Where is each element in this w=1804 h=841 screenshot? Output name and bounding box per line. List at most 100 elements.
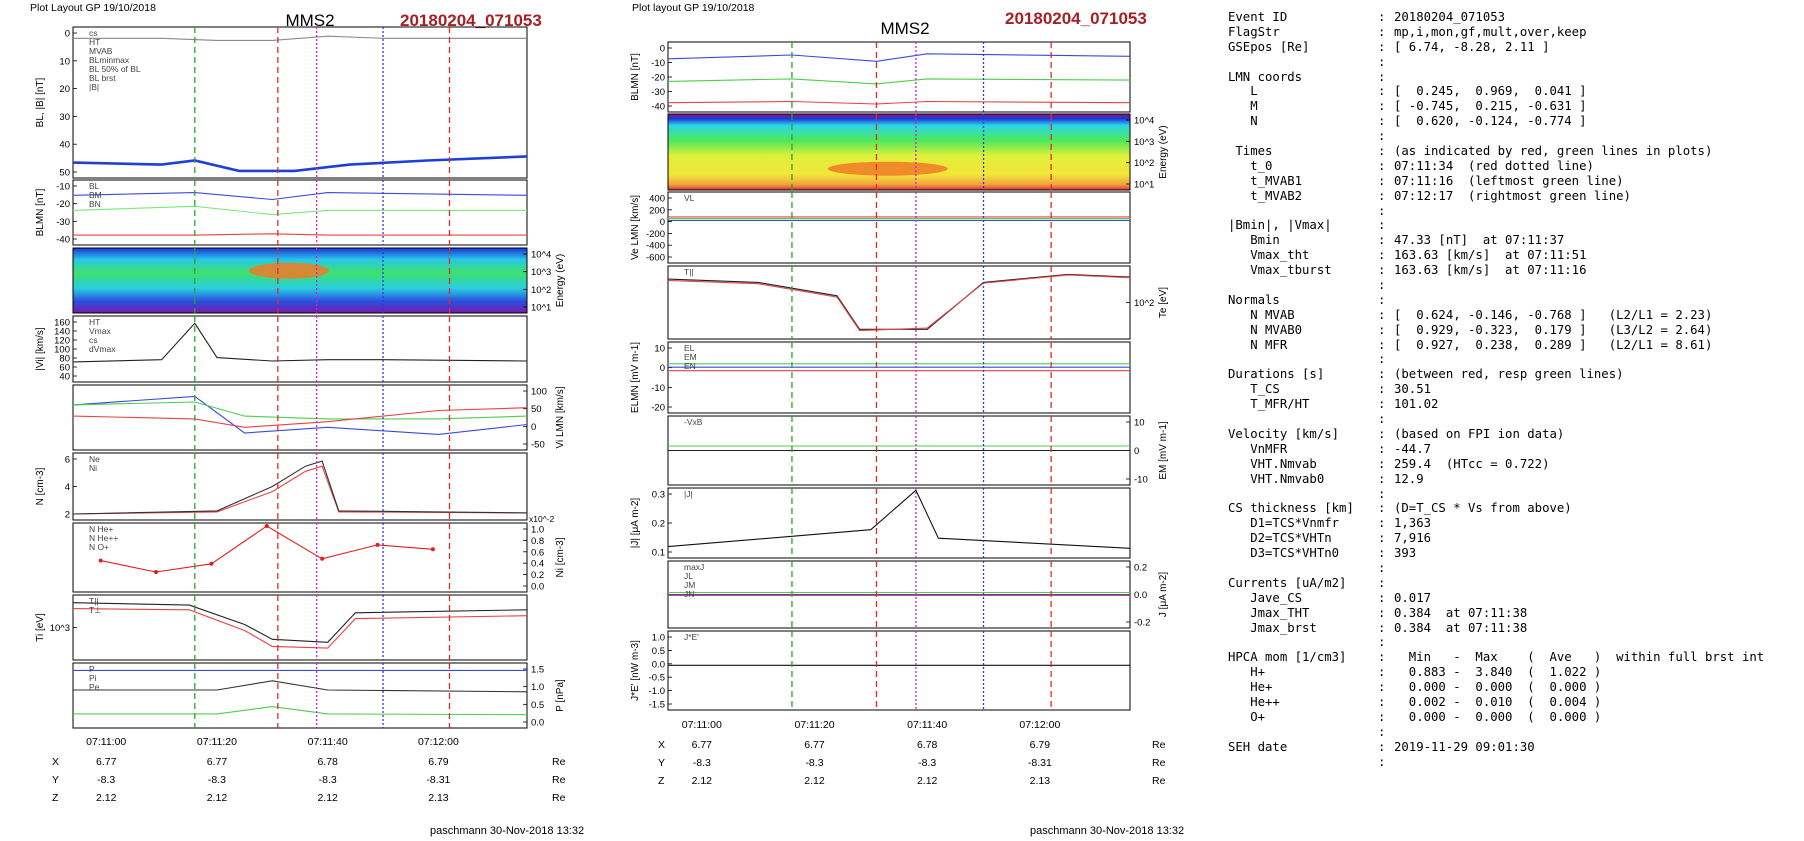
summary-colon: : bbox=[1378, 367, 1386, 382]
legend-entry: Ne bbox=[89, 454, 100, 464]
summary-row: Vmax_tht:163.63 [km/s] at 07:11:51 bbox=[1228, 248, 1798, 263]
summary-row: Jave_CS:0.017 bbox=[1228, 591, 1798, 606]
pos-axis-label: Z bbox=[658, 775, 665, 787]
pos-value: 6.77 bbox=[804, 739, 825, 751]
time-tick-label: 07:12:00 bbox=[418, 736, 459, 748]
legend-entry: BM bbox=[89, 190, 102, 200]
series-line-Pi bbox=[73, 680, 528, 693]
ytick-label: 10^2 bbox=[1134, 298, 1154, 309]
ytick-label: 10^4 bbox=[1134, 116, 1154, 127]
summary-key: H+ bbox=[1228, 665, 1266, 680]
pos-axis-label: Z bbox=[52, 792, 59, 804]
ytick-label: -40 bbox=[56, 235, 70, 246]
ytick-label: -10 bbox=[651, 383, 665, 394]
ylabel: P [nPa] bbox=[555, 679, 566, 712]
left-spacecraft-title: MMS2 bbox=[285, 11, 334, 30]
summary-row: : bbox=[1228, 129, 1798, 144]
summary-colon: : bbox=[1378, 680, 1386, 695]
summary-key: Durations [s] bbox=[1228, 367, 1325, 382]
summary-value: 163.63 [km/s] at 07:11:16 bbox=[1394, 263, 1587, 278]
legend-entry: T⊥ bbox=[89, 605, 102, 615]
summary-row: Currents [uA/m2]: bbox=[1228, 576, 1798, 591]
subplot-frame bbox=[667, 265, 1131, 340]
subplot-frame bbox=[667, 113, 1131, 191]
summary-colon: : bbox=[1378, 456, 1386, 471]
summary-colon: : bbox=[1378, 24, 1386, 39]
pos-value: 2.12 bbox=[317, 792, 338, 804]
summary-key: He+ bbox=[1228, 680, 1273, 695]
ytick-label: -10 bbox=[1134, 475, 1148, 486]
right-figure: Plot layout GP 19/10/2018 MMS2 20180204_… bbox=[630, 2, 1184, 837]
summary-row: N MVAB0: [ 0.929, -0.323, 0.179 ] (L3/L2 … bbox=[1228, 323, 1798, 338]
ytick-label: 10^1 bbox=[1134, 180, 1154, 191]
summary-value: 20180204_071053 bbox=[1394, 10, 1506, 24]
ytick-label: 6 bbox=[65, 455, 70, 466]
subplot-frame bbox=[72, 315, 528, 383]
ytick-label: 0.2 bbox=[652, 519, 665, 530]
pos-value: 2.12 bbox=[804, 775, 825, 787]
subplot-frame bbox=[72, 26, 528, 179]
summary-key: Jmax_brst bbox=[1228, 620, 1317, 635]
summary-colon: : bbox=[1378, 54, 1386, 69]
ylabel: EM [mV m-1] bbox=[1158, 421, 1169, 480]
summary-colon: : bbox=[1378, 546, 1386, 561]
ytick-label: 1.0 bbox=[531, 525, 544, 536]
subplot-R6: 10 0 -10 EM [mV m-1] -VxB bbox=[667, 415, 1169, 486]
summary-colon: : bbox=[1378, 590, 1386, 605]
legend-entry: J*E' bbox=[684, 632, 699, 642]
summary-key: Vmax_tburst bbox=[1228, 263, 1332, 278]
series-point bbox=[430, 547, 435, 552]
ytick-label: 10^2 bbox=[1134, 158, 1154, 169]
ytick-label: -0.5 bbox=[649, 673, 665, 684]
summary-row: : bbox=[1228, 352, 1798, 367]
ylabel: BL, |B| [nT] bbox=[35, 77, 46, 127]
summary-row: D3=TCS*VHTn0:393 bbox=[1228, 546, 1798, 561]
summary-row: Normals: bbox=[1228, 293, 1798, 308]
summary-colon: : bbox=[1378, 188, 1386, 203]
summary-row: Vmax_tburst:163.63 [km/s] at 07:11:16 bbox=[1228, 263, 1798, 278]
subplot-frame bbox=[667, 630, 1131, 711]
subplot-R9: 1.0 0.5 0.0 -0.5 -1.0 -1.5 J*E' [nW m-3] J*E' bbox=[630, 630, 1131, 711]
summary-value: 259.4 (HTcc = 0.722) bbox=[1394, 456, 1550, 471]
series-line-Pe bbox=[73, 706, 528, 716]
ylabel: Ve LMN [km/s] bbox=[630, 195, 641, 260]
summary-colon: : bbox=[1378, 531, 1386, 546]
summary-key bbox=[1228, 755, 1378, 770]
ylabel: BLMN [nT] bbox=[630, 53, 641, 101]
summary-row: He++: 0.002 - 0.010 ( 0.004 ) bbox=[1228, 695, 1798, 710]
subplot-R2: 10^4 10^3 10^2 10^1 Energy (eV) bbox=[667, 113, 1169, 191]
summary-value: (based on FPI ion data) bbox=[1394, 426, 1565, 441]
summary-value: 0.000 - 0.000 ( 0.000 ) bbox=[1394, 680, 1602, 695]
series-line-VL bbox=[72, 395, 528, 435]
summary-value: [ 0.927, 0.238, 0.289 ] (L2/L1 = 8.61) bbox=[1394, 337, 1713, 352]
summary-row: He+: 0.000 - 0.000 ( 0.000 ) bbox=[1228, 680, 1798, 695]
summary-value: 393 bbox=[1394, 546, 1417, 561]
summary-colon: : bbox=[1378, 278, 1386, 293]
summary-colon: : bbox=[1378, 620, 1386, 635]
summary-value: [ 0.245, 0.969, 0.041 ] bbox=[1394, 84, 1587, 99]
ytick-label: 0 bbox=[660, 363, 665, 374]
subplot-frame bbox=[667, 487, 1131, 559]
summary-key: t_0 bbox=[1228, 158, 1273, 173]
subplot-frame bbox=[72, 662, 528, 729]
summary-key bbox=[1228, 725, 1378, 740]
summary-key: D2=TCS*VHTn bbox=[1228, 531, 1332, 546]
left-footer: paschmann 30-Nov-2018 13:32 bbox=[430, 825, 584, 837]
legend-entry: BLminmax bbox=[89, 55, 130, 65]
pos-value: 6.77 bbox=[692, 739, 713, 751]
summary-key: Times bbox=[1228, 144, 1273, 159]
summary-key bbox=[1228, 204, 1378, 219]
summary-value: [ 0.929, -0.323, 0.179 ] (L3/L2 = 2.64) bbox=[1394, 322, 1713, 337]
ytick-label: 0.5 bbox=[531, 700, 544, 711]
summary-key: T_MFR/HT bbox=[1228, 397, 1310, 412]
summary-row: L: [ 0.245, 0.969, 0.041 ] bbox=[1228, 84, 1798, 99]
pos-value: -8.3 bbox=[693, 757, 711, 769]
summary-value: 0.017 bbox=[1394, 590, 1432, 605]
summary-value: 0.384 at 07:11:38 bbox=[1394, 620, 1528, 635]
legend-entry: MVAB bbox=[89, 46, 113, 56]
series-point bbox=[98, 558, 103, 563]
legend-entry: BN bbox=[89, 199, 101, 209]
legend-entry: Ni bbox=[89, 463, 97, 473]
